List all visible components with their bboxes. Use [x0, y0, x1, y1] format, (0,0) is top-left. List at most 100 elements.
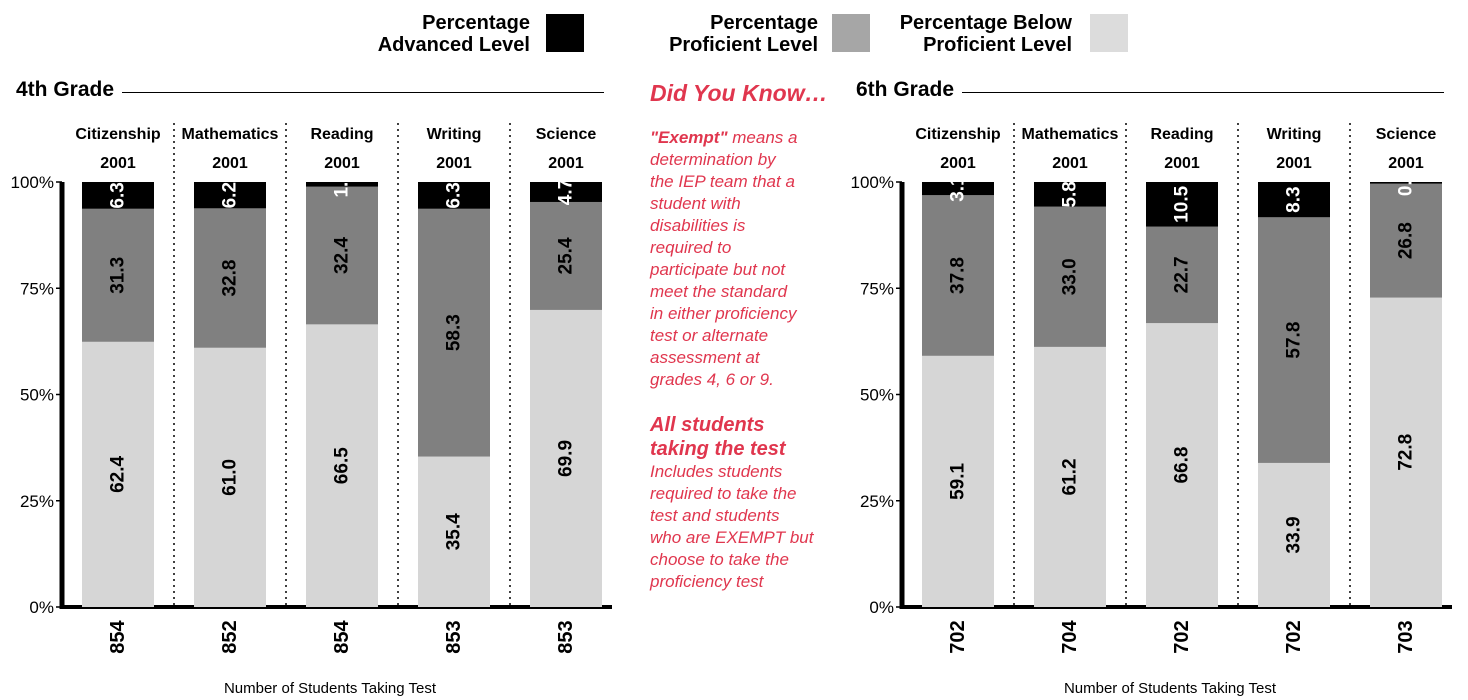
bar-proficient: [194, 208, 266, 348]
data-label-advanced: 10.5: [1172, 185, 1193, 222]
all-students-line: required to take the: [650, 484, 797, 503]
data-label-below: 62.4: [108, 455, 129, 492]
y-tick-label: 50%: [860, 386, 894, 405]
y-tick-label: 100%: [851, 173, 894, 192]
data-label-below: 69.9: [556, 440, 577, 477]
legend-proficient-swatch: [832, 14, 870, 52]
student-count-label: 702: [1283, 620, 1305, 653]
bar-below: [82, 341, 154, 607]
did-you-know-panel: Did You Know… "Exempt" means a determina…: [650, 80, 840, 593]
data-label-proficient: 32.4: [332, 237, 353, 274]
exempt-line: grades 4, 6 or 9.: [650, 370, 774, 389]
bar-advanced: [82, 182, 154, 209]
data-label-proficient: 32.8: [220, 260, 241, 297]
did-you-know-title: Did You Know…: [650, 80, 828, 106]
bar-below: [194, 347, 266, 607]
bar-advanced: [922, 182, 994, 196]
all-students-line: Includes students: [650, 462, 783, 481]
legend-below-line2: Proficient Level: [923, 34, 1072, 56]
all-students-title-line: All students: [650, 414, 765, 436]
y-tick-label: 100%: [11, 173, 54, 192]
exempt-line: student with: [650, 194, 741, 213]
bar-proficient: [1146, 226, 1218, 324]
xlabel-4th: Number of Students Taking Test: [223, 680, 437, 697]
category-year-label: 2001: [548, 155, 584, 172]
exempt-line: participate but not: [650, 260, 786, 279]
category-year-label: 2001: [1276, 155, 1312, 172]
exempt-line: required to: [650, 238, 732, 257]
bar-advanced: [1258, 182, 1330, 218]
chart-title-4th-grade: 4th Grade: [16, 78, 115, 101]
student-count-label: 703: [1395, 620, 1417, 653]
bar-below: [1258, 462, 1330, 607]
all-students-title: All students taking the test: [650, 413, 840, 461]
chart-title-6th-grade: 6th Grade: [856, 78, 955, 101]
category-year-label: 2001: [1388, 155, 1424, 172]
legend-advanced-swatch: [546, 14, 584, 52]
all-students-line: choose to take the: [650, 550, 789, 569]
data-label-proficient: 25.4: [556, 237, 577, 274]
student-count-label: 853: [555, 620, 577, 653]
bar-proficient: [1258, 217, 1330, 463]
data-label-advanced: 8.3: [1284, 186, 1305, 212]
all-students-line: test and students: [650, 506, 780, 525]
exempt-line: determination by: [650, 150, 776, 169]
exempt-line: disabilities is: [650, 216, 746, 235]
bar-advanced: [1146, 182, 1218, 227]
data-label-below: 61.2: [1060, 458, 1081, 495]
student-count-label: 852: [219, 620, 241, 653]
exempt-definition: "Exempt" means a determination by the IE…: [650, 127, 840, 391]
legend-proficient-line2: Proficient Level: [669, 34, 818, 56]
bar-below: [530, 309, 602, 607]
category-label: Mathematics: [1022, 126, 1119, 143]
y-tick-label: 0%: [869, 598, 894, 617]
exempt-line: test or alternate: [650, 326, 769, 345]
data-label-advanced: 0.4: [1396, 169, 1417, 196]
student-count-label: 704: [1059, 619, 1081, 653]
bar-proficient: [82, 208, 154, 342]
category-label: Citizenship: [75, 126, 161, 143]
student-count-label: 702: [947, 620, 969, 653]
exempt-line: meet the standard: [650, 282, 788, 301]
bar-advanced: [418, 182, 490, 209]
data-label-advanced: 5.8: [1060, 181, 1081, 207]
legend-advanced-label: Percentage Advanced Level: [330, 12, 530, 56]
legend-advanced-line1: Percentage: [422, 12, 530, 34]
all-students-line: proficiency test: [650, 572, 764, 591]
data-label-below: 66.5: [332, 447, 353, 484]
category-year-label: 2001: [1052, 155, 1088, 172]
exempt-line: assessment at: [650, 348, 760, 367]
category-label: Writing: [1267, 126, 1322, 143]
student-count-label: 854: [107, 619, 129, 653]
data-label-below: 61.0: [220, 459, 241, 496]
legend-below-label: Percentage Below Proficient Level: [870, 12, 1072, 56]
category-year-label: 2001: [324, 155, 360, 172]
bar-proficient: [1370, 183, 1442, 298]
category-year-label: 2001: [1164, 155, 1200, 172]
exempt-line: the IEP team that a: [650, 172, 795, 191]
data-label-proficient: 33.0: [1060, 258, 1081, 295]
data-label-advanced: 4.7: [556, 179, 577, 205]
category-year-label: 2001: [100, 155, 136, 172]
data-label-advanced: 6.3: [444, 182, 465, 208]
category-label: Mathematics: [182, 126, 279, 143]
exempt-line: in either proficiency: [650, 304, 797, 323]
bar-below: [306, 324, 378, 607]
legend-below-line1: Percentage Below: [899, 12, 1072, 34]
all-students-line: who are EXEMPT but: [650, 528, 814, 547]
data-label-proficient: 57.8: [1284, 322, 1305, 359]
category-label: Science: [536, 126, 597, 143]
data-label-below: 35.4: [444, 513, 465, 550]
data-label-advanced: 1.1: [332, 171, 353, 198]
student-count-label: 854: [331, 619, 353, 653]
legend-proficient-label: Percentage Proficient Level: [618, 12, 818, 56]
data-label-advanced: 3.1: [948, 175, 969, 202]
student-count-label: 853: [443, 620, 465, 653]
legend-below-swatch: [1090, 14, 1128, 52]
bar-proficient: [306, 186, 378, 325]
category-label: Citizenship: [915, 126, 1001, 143]
bar-advanced: [530, 182, 602, 202]
data-label-below: 66.8: [1172, 447, 1193, 484]
all-students-definition: Includes students required to take the t…: [650, 461, 840, 593]
data-label-below: 59.1: [948, 462, 969, 499]
